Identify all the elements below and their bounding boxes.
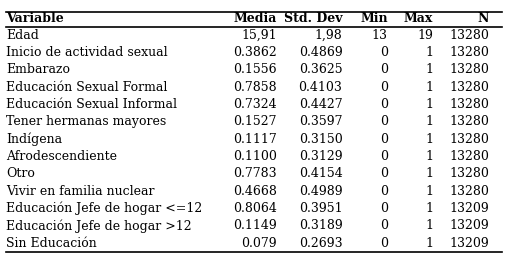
Text: 0.3862: 0.3862 — [233, 46, 277, 59]
Text: 1: 1 — [425, 219, 433, 232]
Text: 13280: 13280 — [449, 81, 489, 94]
Text: 0.1556: 0.1556 — [233, 63, 277, 76]
Text: 0.079: 0.079 — [241, 237, 277, 250]
Text: 1: 1 — [425, 237, 433, 250]
Text: Std. Dev: Std. Dev — [284, 12, 342, 24]
Text: 0: 0 — [380, 202, 388, 215]
Text: Educación Jefe de hogar <=12: Educación Jefe de hogar <=12 — [7, 202, 203, 215]
Text: Educación Sexual Formal: Educación Sexual Formal — [7, 81, 168, 94]
Text: 0.7783: 0.7783 — [233, 167, 277, 180]
Text: 0.1527: 0.1527 — [233, 115, 277, 128]
Text: Max: Max — [404, 12, 433, 24]
Text: 0: 0 — [380, 150, 388, 163]
Text: 0.3597: 0.3597 — [299, 115, 342, 128]
Text: 0.7858: 0.7858 — [233, 81, 277, 94]
Text: 0.1149: 0.1149 — [233, 219, 277, 232]
Text: Afrodescendiente: Afrodescendiente — [7, 150, 117, 163]
Text: 13280: 13280 — [449, 150, 489, 163]
Text: 13209: 13209 — [449, 202, 489, 215]
Text: N: N — [478, 12, 489, 24]
Text: 0.4989: 0.4989 — [299, 185, 342, 198]
Text: 1: 1 — [425, 115, 433, 128]
Text: 13280: 13280 — [449, 29, 489, 42]
Text: Media: Media — [233, 12, 277, 24]
Text: 0: 0 — [380, 237, 388, 250]
Text: 0.1100: 0.1100 — [233, 150, 277, 163]
Text: 1: 1 — [425, 202, 433, 215]
Text: 0.2693: 0.2693 — [299, 237, 342, 250]
Text: Variable: Variable — [7, 12, 64, 24]
Text: 1: 1 — [425, 63, 433, 76]
Text: 1,98: 1,98 — [314, 29, 342, 42]
Text: 0.4103: 0.4103 — [299, 81, 342, 94]
Text: 13280: 13280 — [449, 115, 489, 128]
Text: 19: 19 — [418, 29, 433, 42]
Text: 1: 1 — [425, 81, 433, 94]
Text: 0: 0 — [380, 98, 388, 111]
Text: 0: 0 — [380, 185, 388, 198]
Text: 13280: 13280 — [449, 63, 489, 76]
Text: 0.3189: 0.3189 — [299, 219, 342, 232]
Text: 0.4154: 0.4154 — [299, 167, 342, 180]
Text: Indígena: Indígena — [7, 132, 62, 146]
Text: 0: 0 — [380, 81, 388, 94]
Text: Sin Educación: Sin Educación — [7, 237, 97, 250]
Text: 0.4668: 0.4668 — [233, 185, 277, 198]
Text: 0.7324: 0.7324 — [233, 98, 277, 111]
Text: 0.8064: 0.8064 — [233, 202, 277, 215]
Text: 13280: 13280 — [449, 167, 489, 180]
Text: 1: 1 — [425, 98, 433, 111]
Text: Educación Jefe de hogar >12: Educación Jefe de hogar >12 — [7, 219, 192, 232]
Text: 0.3129: 0.3129 — [299, 150, 342, 163]
Text: 0.1117: 0.1117 — [233, 133, 277, 146]
Text: 0: 0 — [380, 219, 388, 232]
Text: 0.3951: 0.3951 — [299, 202, 342, 215]
Text: 0.4869: 0.4869 — [299, 46, 342, 59]
Text: Educación Sexual Informal: Educación Sexual Informal — [7, 98, 177, 111]
Text: 1: 1 — [425, 185, 433, 198]
Text: 0.3625: 0.3625 — [299, 63, 342, 76]
Text: Embarazo: Embarazo — [7, 63, 71, 76]
Text: 0.4427: 0.4427 — [299, 98, 342, 111]
Text: 1: 1 — [425, 150, 433, 163]
Text: 13280: 13280 — [449, 46, 489, 59]
Text: 13209: 13209 — [449, 219, 489, 232]
Text: Vivir en familia nuclear: Vivir en familia nuclear — [7, 185, 155, 198]
Text: Inicio de actividad sexual: Inicio de actividad sexual — [7, 46, 168, 59]
Text: 13: 13 — [372, 29, 388, 42]
Text: 13280: 13280 — [449, 133, 489, 146]
Text: Tener hermanas mayores: Tener hermanas mayores — [7, 115, 167, 128]
Text: 0: 0 — [380, 133, 388, 146]
Text: 13209: 13209 — [449, 237, 489, 250]
Text: Otro: Otro — [7, 167, 36, 180]
Text: 0: 0 — [380, 63, 388, 76]
Text: Min: Min — [360, 12, 388, 24]
Text: 1: 1 — [425, 46, 433, 59]
Text: 1: 1 — [425, 167, 433, 180]
Text: 0: 0 — [380, 46, 388, 59]
Text: 0.3150: 0.3150 — [299, 133, 342, 146]
Text: 13280: 13280 — [449, 98, 489, 111]
Text: 0: 0 — [380, 167, 388, 180]
Text: 0: 0 — [380, 115, 388, 128]
Text: 13280: 13280 — [449, 185, 489, 198]
Text: 15,91: 15,91 — [241, 29, 277, 42]
Text: Edad: Edad — [7, 29, 39, 42]
Text: 1: 1 — [425, 133, 433, 146]
